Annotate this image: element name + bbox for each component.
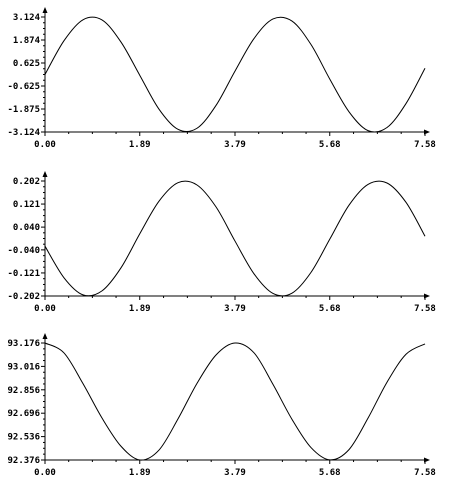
chart-panel-2: 0.202 0.121 0.040 -0.040 -0.121 -0.202 0.00 1.8… — [7, 171, 436, 314]
x-tick-label: 3.79 — [224, 140, 246, 150]
x-tick-label: 3.79 — [224, 468, 246, 478]
x-tick-label: 5.68 — [319, 304, 341, 314]
y-tick-label: 92.376 — [7, 456, 40, 466]
chart-panel-3: 93.176 93.016 92.856 92.696 92.536 92.376 0.00… — [7, 333, 436, 478]
x-tick-label: 0.00 — [34, 140, 56, 150]
series-line-1 — [44, 180, 426, 297]
y-axis-arrow — [42, 7, 48, 13]
x-tick-label: 7.58 — [414, 304, 436, 314]
series-line-1 — [44, 16, 426, 133]
chart-panel-1: 3.124 1.874 0.625 -0.625 -1.875 -3.124 0.00 1.8… — [7, 7, 436, 150]
x-tick-label: 3.79 — [224, 304, 246, 314]
x-tick-label: 0.00 — [34, 468, 56, 478]
x-tick-label: 1.89 — [129, 304, 151, 314]
x-tick-label: 5.68 — [319, 140, 341, 150]
y-tick-label: -1.875 — [7, 105, 40, 115]
y-tick-label: 0.202 — [13, 177, 40, 187]
y-tick-label: 1.874 — [13, 36, 41, 46]
y-tick-label: 0.625 — [13, 59, 40, 69]
x-tick-label: 1.89 — [129, 140, 151, 150]
y-tick-label: 0.121 — [13, 200, 40, 210]
y-tick-label: 3.124 — [13, 13, 41, 23]
series-line-1 — [44, 342, 426, 461]
x-tick-label: 5.68 — [319, 468, 341, 478]
x-tick-label: 1.89 — [129, 468, 151, 478]
y-tick-label: -0.202 — [7, 292, 40, 302]
y-tick-label: -0.625 — [7, 82, 40, 92]
y-axis-arrow — [42, 333, 48, 339]
y-axis-arrow — [42, 171, 48, 177]
x-tick-label: 0.00 — [34, 304, 56, 314]
x-tick-label: 7.58 — [414, 468, 436, 478]
y-tick-label: -3.124 — [7, 128, 40, 138]
y-tick-label: -0.121 — [7, 269, 40, 279]
y-tick-label: 92.856 — [7, 386, 40, 396]
y-tick-label: 92.696 — [7, 409, 40, 419]
x-tick-label: 7.58 — [414, 140, 436, 150]
y-tick-label: -0.040 — [7, 246, 40, 256]
y-tick-label: 93.176 — [7, 339, 40, 349]
y-tick-label: 93.016 — [7, 362, 40, 372]
y-tick-label: 0.040 — [13, 223, 40, 233]
y-tick-label: 92.536 — [7, 433, 40, 443]
